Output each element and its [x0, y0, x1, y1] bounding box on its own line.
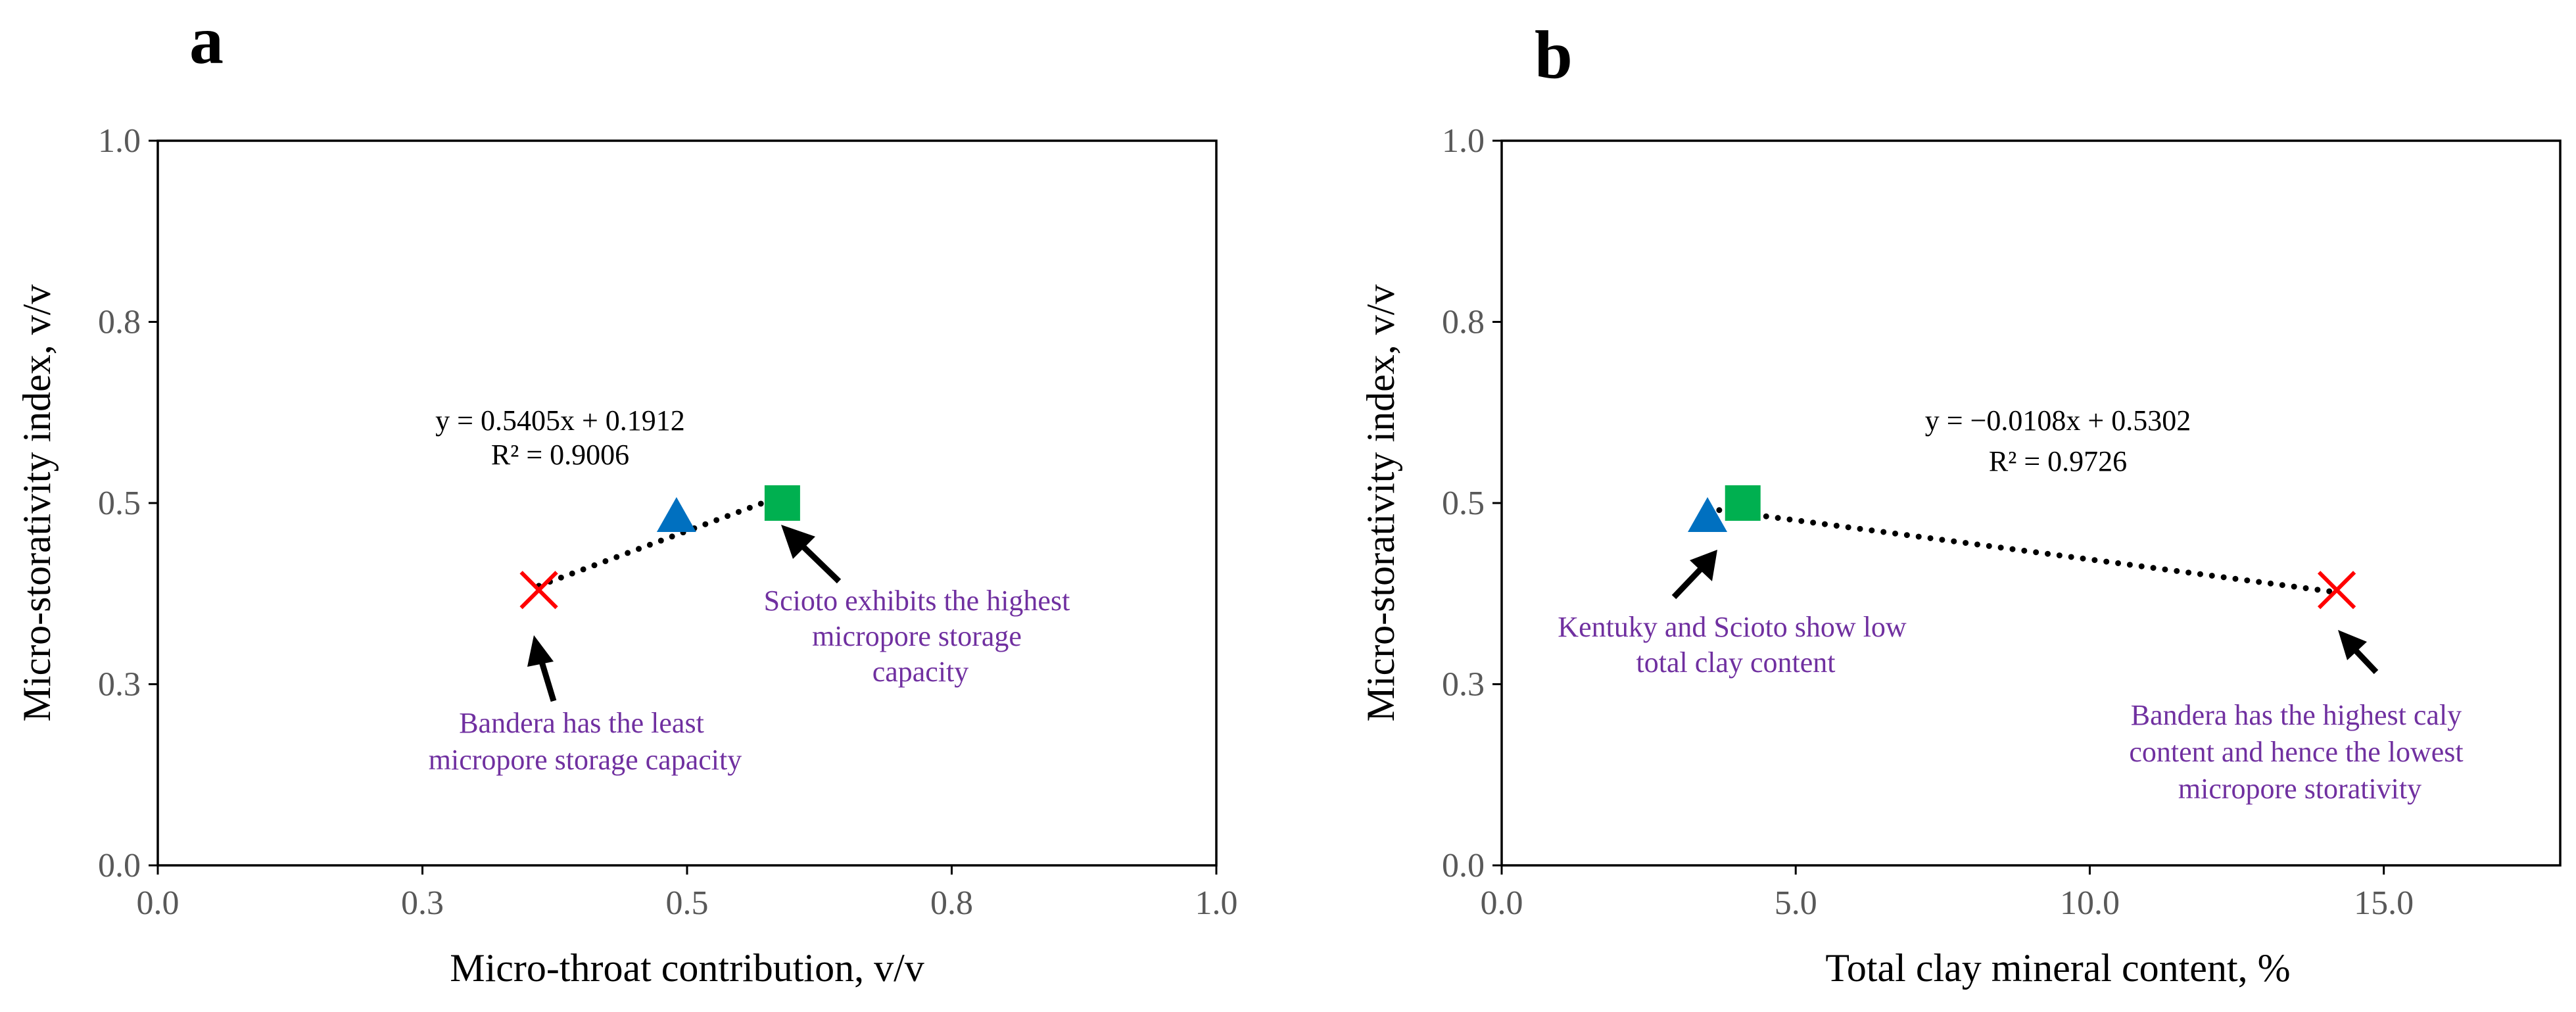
- panel-a-y-tick-label: 0.3: [98, 666, 141, 704]
- panel-a-note-scioto-line-2: micropore storage: [812, 620, 1022, 652]
- panel-a-y-tick-label: 0.5: [98, 485, 141, 522]
- panel-a-y-tick-label: 0.8: [98, 304, 141, 341]
- panel-a-y-tick-label: 1.0: [98, 122, 141, 160]
- panel-a-r2: R² = 0.9006: [491, 439, 629, 471]
- panel-b-point-kentuky: [1688, 497, 1728, 533]
- panel-b-arrow-kentuky: [1671, 550, 1717, 600]
- panel-b-arrow-bandera: [2338, 630, 2379, 675]
- panel-b-y-ticks: 0.0 0.3 0.5 0.8 1.0: [1442, 122, 1502, 884]
- panel-a-note-scioto-line-3: capacity: [872, 656, 969, 688]
- panel-b-y-tick-label: 0.8: [1442, 304, 1485, 341]
- panel-b-r2: R² = 0.9726: [1989, 445, 2127, 477]
- panel-b-note-kentuky-line-2: total clay content: [1636, 646, 1836, 679]
- panel-b-x-tick-label: 10.0: [2060, 884, 2120, 922]
- panel-b-trendline: [1704, 505, 2340, 596]
- panel-b-x-tick-label: 5.0: [1775, 884, 1817, 922]
- panel-b-y-tick-label: 0.0: [1442, 847, 1485, 884]
- panel-a-point-kentuky: [656, 497, 696, 533]
- panel-a-note-scioto-line-1: Scioto exhibits the highest: [764, 585, 1070, 617]
- panel-b-y-tick-label: 0.3: [1442, 666, 1485, 704]
- panel-a-x-axis-title: Micro-throat contribution, v/v: [450, 946, 924, 990]
- panel-a: a 0.0 0.3 0.5 0.8 1.0 0.0 0.3 0.5 0.8 1.0 Micro-…: [15, 3, 1238, 990]
- panel-a-point-scioto: [764, 485, 800, 521]
- panel-b-y-tick-label: 0.5: [1442, 485, 1485, 522]
- panel-a-note-bandera-line-1: Bandera has the least: [459, 707, 704, 739]
- panel-b-x-ticks: 0.0 5.0 10.0 15.0: [1481, 865, 2414, 922]
- panel-a-x-tick-label: 0.3: [401, 884, 444, 922]
- panel-a-letter: a: [189, 3, 224, 78]
- panel-a-x-tick-label: 0.5: [666, 884, 709, 922]
- panel-a-point-bandera: [519, 571, 558, 610]
- panel-b-x-tick-label: 0.0: [1481, 884, 1523, 922]
- panel-a-x-tick-label: 0.0: [137, 884, 179, 922]
- panel-b-y-tick-label: 1.0: [1442, 122, 1485, 160]
- panel-a-x-tick-label: 1.0: [1195, 884, 1238, 922]
- panel-b-equation: y = −0.0108x + 0.5302: [1925, 404, 2191, 437]
- panel-b-x-axis-title: Total clay mineral content, %: [1825, 946, 2290, 990]
- panel-b: b 0.0 0.3 0.5 0.8 1.0 0.0 5.0 10.0 15.0 Total c…: [1359, 17, 2562, 990]
- panel-a-y-axis-title: Micro-storativity index, v/v: [15, 285, 59, 722]
- panel-b-y-axis-title: Micro-storativity index, v/v: [1359, 285, 1402, 722]
- panel-a-y-tick-label: 0.0: [98, 847, 141, 884]
- panel-a-trendline: [536, 496, 775, 589]
- panel-b-letter: b: [1535, 17, 1573, 93]
- panel-a-y-ticks: 0.0 0.3 0.5 0.8 1.0: [98, 122, 158, 884]
- panel-b-point-scioto: [1725, 485, 1761, 521]
- panel-a-arrow-bandera: [527, 635, 557, 702]
- panel-a-note-bandera: Bandera has the least micropore storage …: [429, 707, 742, 776]
- panel-a-arrow-scioto: [781, 525, 842, 584]
- panel-b-x-tick-label: 15.0: [2354, 884, 2414, 922]
- panel-b-note-kentuky: Kentuky and Scioto show low total clay c…: [1558, 611, 1913, 679]
- panel-b-note-bandera-line-2: content and hence the lowest: [2129, 736, 2463, 768]
- panel-a-x-ticks: 0.0 0.3 0.5 0.8 1.0: [137, 865, 1238, 922]
- panel-b-note-bandera-line-3: micropore storativity: [2178, 773, 2421, 805]
- panel-b-trendline-layer: [1704, 505, 2340, 596]
- panel-a-equation: y = 0.5405x + 0.1912: [435, 404, 685, 437]
- panel-b-note-bandera-line-1: Bandera has the highest caly: [2131, 699, 2462, 731]
- panel-a-x-tick-label: 0.8: [930, 884, 973, 922]
- panel-a-points: [519, 485, 800, 610]
- panel-a-note-bandera-line-2: micropore storage capacity: [429, 744, 742, 776]
- panel-b-note-bandera: Bandera has the highest caly content and…: [2129, 699, 2470, 805]
- panel-b-points: [1688, 485, 2356, 610]
- panel-a-note-scioto: Scioto exhibits the highest micropore st…: [764, 585, 1078, 688]
- panel-b-note-kentuky-line-1: Kentuky and Scioto show low: [1558, 611, 1907, 643]
- panel-b-point-bandera: [2317, 571, 2356, 610]
- panel-a-trendline-layer: [536, 496, 775, 589]
